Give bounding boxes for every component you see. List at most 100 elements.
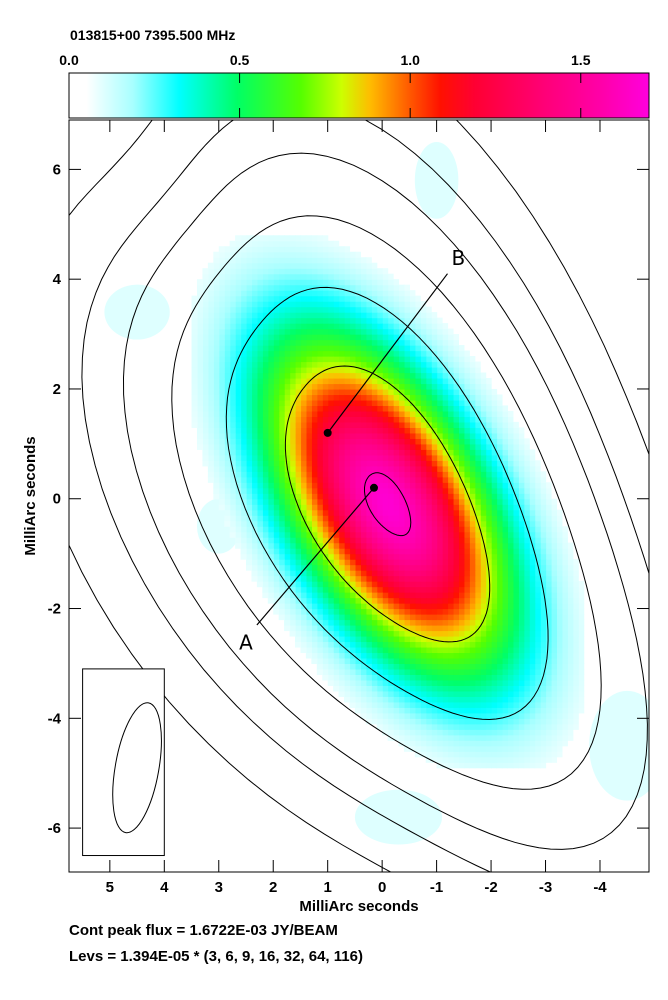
- heatmap-cell: [452, 559, 459, 566]
- heatmap-cell: [393, 460, 400, 467]
- heatmap-cell: [436, 493, 443, 500]
- heatmap-cell: [447, 372, 454, 379]
- heatmap-cell: [393, 471, 400, 478]
- heatmap-cell: [452, 745, 459, 752]
- heatmap-cell: [256, 334, 263, 341]
- heatmap-cell: [213, 377, 220, 385]
- heatmap-cell: [333, 449, 340, 456]
- heatmap-cell: [196, 383, 204, 390]
- heatmap-cell: [251, 460, 258, 467]
- heatmap-cell: [529, 663, 536, 670]
- heatmap-cell: [425, 575, 432, 582]
- heatmap-cell: [240, 312, 247, 319]
- heatmap-cell: [284, 416, 291, 423]
- heatmap-cell: [224, 262, 231, 269]
- heatmap-cell: [398, 432, 405, 439]
- heatmap-cell: [278, 427, 285, 434]
- heatmap-cell: [376, 526, 383, 533]
- heatmap-cell: [507, 559, 514, 566]
- heatmap-cell: [545, 679, 552, 686]
- heatmap-cell: [452, 597, 459, 604]
- heatmap-cell: [365, 592, 372, 599]
- heatmap-cell: [518, 432, 525, 439]
- heatmap-cell: [235, 493, 242, 500]
- heatmap-cell: [474, 740, 481, 747]
- heatmap-cell: [327, 531, 334, 538]
- heatmap-cell: [289, 323, 296, 330]
- heatmap-cell: [409, 526, 416, 533]
- heatmap-cell: [349, 553, 356, 560]
- heatmap-cell: [447, 641, 454, 648]
- heatmap-cell: [316, 334, 323, 341]
- heatmap-cell: [409, 432, 416, 439]
- heatmap-cell: [229, 312, 236, 319]
- heatmap-cell: [512, 641, 519, 648]
- heatmap-cell: [567, 548, 574, 555]
- heatmap-cell: [207, 306, 214, 313]
- heatmap-cell: [414, 740, 421, 747]
- heatmap-cell: [333, 515, 340, 522]
- heatmap-cell: [431, 646, 438, 654]
- heatmap-cell: [420, 334, 427, 341]
- heatmap-cell: [229, 268, 236, 275]
- heatmap-cell: [496, 712, 503, 719]
- heatmap-cell: [529, 646, 536, 654]
- heatmap-cell: [469, 356, 476, 363]
- heatmap-cell: [376, 646, 383, 654]
- heatmap-cell: [305, 399, 312, 407]
- heatmap-cell: [316, 246, 323, 253]
- heatmap-cell: [218, 339, 225, 346]
- heatmap-cell: [327, 399, 334, 407]
- heatmap-cell: [202, 372, 209, 379]
- heatmap-cell: [469, 619, 476, 626]
- heatmap-cell: [191, 372, 198, 379]
- heatmap-cell: [431, 652, 438, 659]
- heatmap-cell: [295, 268, 302, 275]
- heatmap-cell: [474, 465, 481, 472]
- heatmap-cell: [474, 449, 481, 456]
- heatmap-cell: [480, 592, 487, 599]
- heatmap-cell: [409, 312, 416, 319]
- heatmap-cell: [360, 690, 367, 697]
- heatmap-cell: [491, 476, 498, 483]
- heatmap-cell: [452, 652, 459, 659]
- point-marker-B: [323, 428, 332, 437]
- heatmap-cell: [376, 553, 383, 560]
- heatmap-cell: [501, 597, 509, 604]
- heatmap-cell: [273, 399, 280, 407]
- heatmap-cell: [425, 531, 432, 538]
- heatmap-cell: [354, 290, 361, 297]
- heatmap-cell: [398, 619, 405, 626]
- heatmap-cell: [463, 350, 470, 357]
- heatmap-cell: [496, 515, 503, 522]
- heatmap-cell: [229, 471, 236, 478]
- heatmap-cell: [267, 548, 274, 555]
- heatmap-cell: [196, 361, 204, 368]
- heatmap-cell: [218, 504, 225, 511]
- heatmap-cell: [322, 273, 329, 280]
- heatmap-cell: [398, 399, 405, 407]
- heatmap-cell: [452, 762, 459, 769]
- heatmap-cell: [420, 449, 427, 456]
- heatmap-cell: [354, 526, 361, 533]
- heatmap-cell: [327, 668, 334, 675]
- heatmap-cell: [414, 493, 421, 500]
- heatmap-cell: [469, 416, 476, 423]
- heatmap-cell: [534, 465, 541, 472]
- heatmap-cell: [556, 745, 563, 752]
- heatmap-cell: [480, 614, 487, 621]
- heatmap-cell: [376, 581, 383, 588]
- heatmap-cell: [344, 317, 351, 324]
- heatmap-cell: [316, 438, 323, 445]
- heatmap-cell: [436, 509, 443, 516]
- heatmap-cell: [305, 570, 312, 577]
- heatmap-cell: [458, 399, 465, 407]
- heatmap-cell: [235, 339, 242, 346]
- heatmap-cell: [523, 465, 530, 472]
- heatmap-cell: [344, 361, 351, 368]
- heatmap-cell: [349, 301, 356, 308]
- heatmap-cell: [371, 509, 378, 516]
- heatmap-cell: [550, 696, 558, 703]
- heatmap-cell: [213, 383, 220, 390]
- heatmap-cell: [202, 421, 209, 428]
